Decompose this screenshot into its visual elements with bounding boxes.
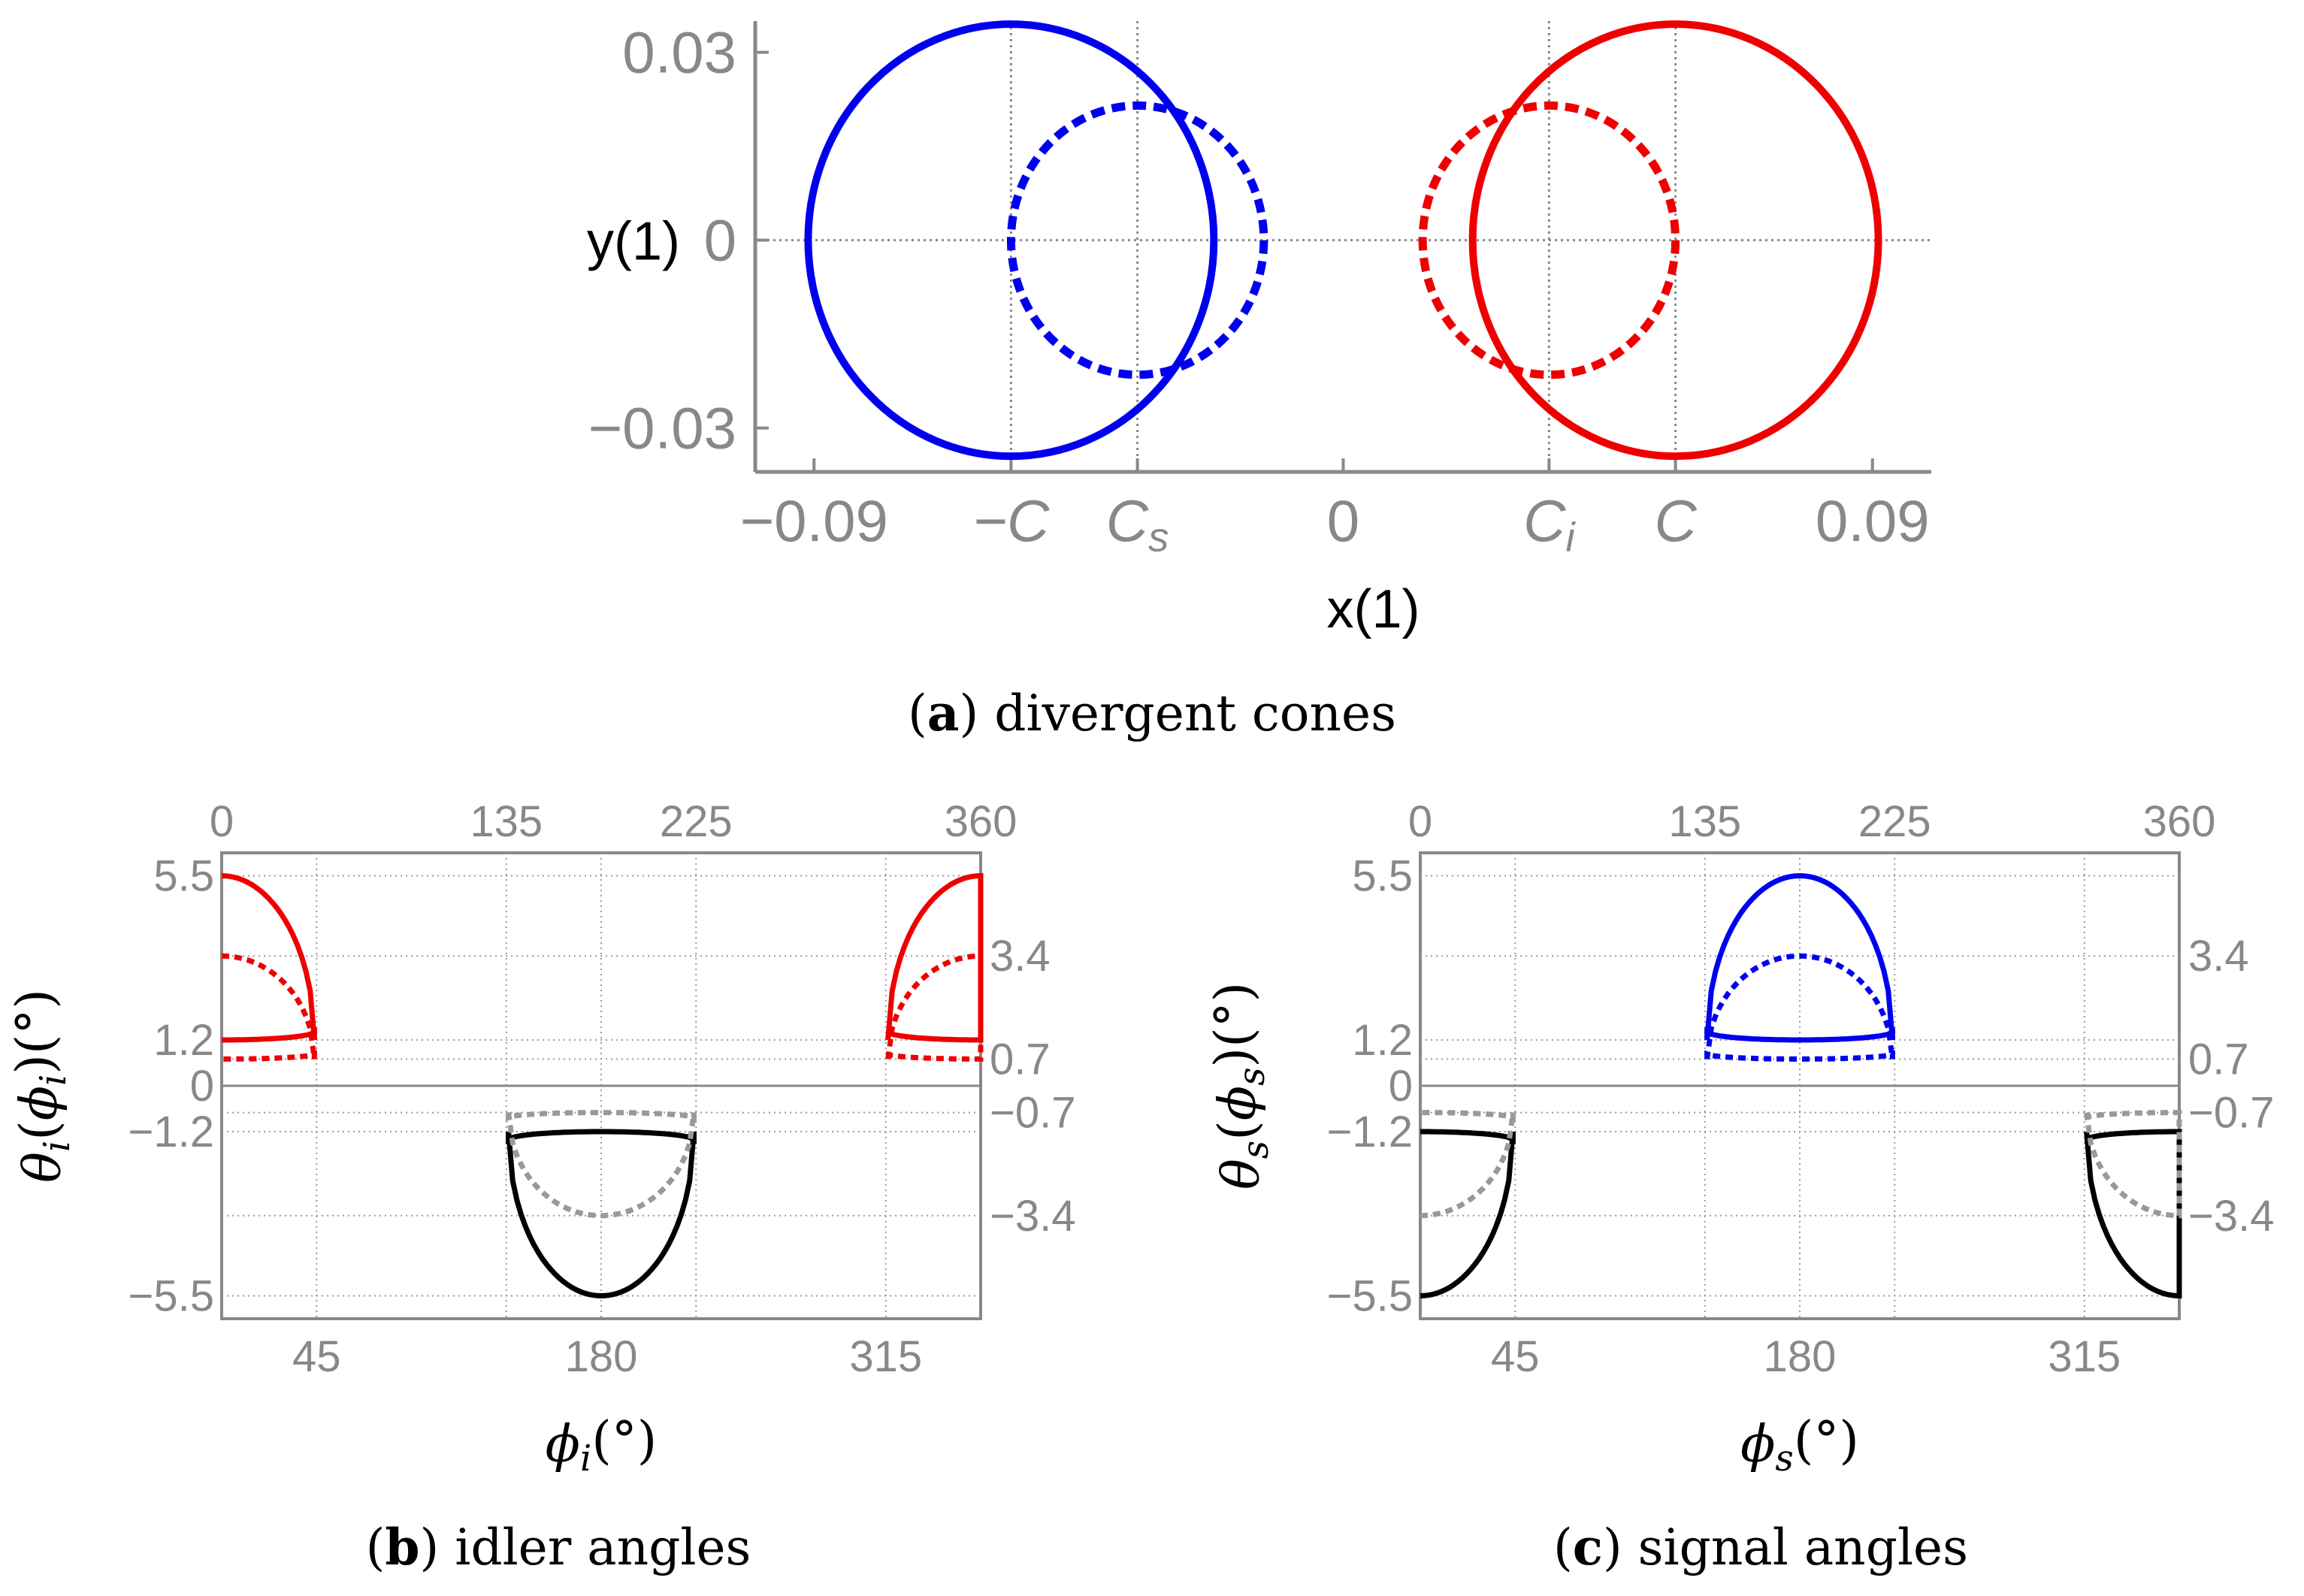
b-left-y-tick-2: 0 — [190, 1062, 214, 1111]
b-right-y-tick-0: 3.4 — [990, 932, 1051, 981]
a-x-tick-label-4: Ci — [1523, 488, 1576, 561]
c-left-y-tick-1: 1.2 — [1352, 1016, 1413, 1065]
b-right-y-tick-3: −3.4 — [990, 1192, 1076, 1241]
b-caption: (b) idler angles — [366, 1518, 751, 1576]
c-curve-1-0 — [1704, 953, 1895, 1062]
a-cone-circle-2 — [1468, 20, 1882, 461]
c-top-x-tick-0: 0 — [1408, 797, 1432, 846]
c-curve-3-1 — [2084, 1110, 2182, 1219]
b-right-y-tick-2: −0.7 — [990, 1089, 1076, 1138]
c-curve-2-1 — [2084, 1129, 2182, 1299]
b-top-x-tick-3: 360 — [945, 797, 1017, 846]
c-right-y-tick-3: −3.4 — [2188, 1192, 2275, 1241]
b-bottom-x-tick-2: 315 — [849, 1332, 922, 1381]
c-bottom-x-tick-0: 45 — [1491, 1332, 1540, 1381]
b-left-y-tick-3: −1.2 — [129, 1108, 215, 1156]
b-bottom-x-tick-1: 180 — [565, 1332, 638, 1381]
b-left-y-tick-1: 1.2 — [153, 1016, 214, 1065]
b-curve-0-0 — [221, 873, 317, 1043]
a-x-tick-label-5: C — [1654, 488, 1697, 554]
c-curve-3-0 — [1420, 1110, 1516, 1219]
c-x-axis-label: ϕs(°) — [1740, 1411, 1859, 1480]
c-y-axis-label: θs(ϕs)(°) — [1205, 982, 1277, 1189]
c-top-x-tick-3: 360 — [2143, 797, 2216, 846]
b-curve-2-0 — [506, 1129, 697, 1299]
c-bottom-x-tick-1: 180 — [1764, 1332, 1837, 1381]
b-bottom-x-tick-0: 45 — [292, 1332, 341, 1381]
b-left-y-tick-4: −5.5 — [129, 1272, 215, 1321]
b-x-axis-label: ϕi(°) — [546, 1411, 658, 1480]
a-cone-circle-0 — [804, 20, 1218, 461]
c-top-x-tick-2: 225 — [1858, 797, 1931, 846]
a-x-tick-label-2: Cs — [1106, 488, 1169, 561]
a-y-tick-label-2: −0.03 — [588, 395, 736, 461]
b-top-x-tick-0: 0 — [210, 797, 234, 846]
c-left-y-tick-4: −5.5 — [1327, 1272, 1414, 1321]
a-cone-circle-1 — [1006, 101, 1268, 379]
c-left-y-tick-0: 5.5 — [1352, 851, 1413, 900]
a-caption: (a) divergent cones — [908, 684, 1396, 742]
b-left-y-tick-0: 5.5 — [153, 851, 214, 900]
c-bottom-x-tick-2: 315 — [2048, 1332, 2121, 1381]
c-right-y-tick-2: −0.7 — [2188, 1089, 2275, 1138]
b-curve-0-1 — [885, 872, 984, 1043]
c-right-y-tick-0: 3.4 — [2188, 932, 2249, 981]
a-cone-circle-3 — [1418, 101, 1680, 379]
c-curve-2-0 — [1420, 1129, 1516, 1298]
b-top-x-tick-1: 135 — [470, 797, 543, 846]
a-x-tick-label-0: −0.09 — [740, 488, 888, 554]
b-curve-3-0 — [506, 1110, 697, 1219]
c-left-y-tick-3: −1.2 — [1327, 1108, 1414, 1156]
c-left-y-tick-2: 0 — [1389, 1062, 1413, 1111]
a-y-axis-label: y(1) — [587, 212, 680, 272]
b-curve-1-1 — [885, 953, 984, 1062]
panel-a-divergent-cones: −0.09 −C Cs 0 Ci C 0.09 0.03 0 −0.03 x(1) y(1) (a) d… — [587, 20, 1931, 742]
a-x-tick-label-3: 0 — [1327, 488, 1359, 554]
c-caption: (c) signal angles — [1553, 1518, 1968, 1576]
b-y-axis-label: θi(ϕi)(°) — [6, 989, 78, 1183]
a-x-axis-label: x(1) — [1327, 579, 1420, 639]
c-right-y-tick-1: 0.7 — [2188, 1035, 2249, 1084]
a-x-tick-label-1: −C — [972, 488, 1050, 554]
b-right-y-tick-1: 0.7 — [990, 1035, 1051, 1084]
c-curve-0-0 — [1704, 872, 1895, 1043]
a-y-tick-label-0: 0.03 — [622, 20, 736, 86]
b-curve-1-0 — [221, 953, 317, 1062]
a-y-tick-label-1: 0 — [704, 207, 736, 274]
b-top-x-tick-2: 225 — [660, 797, 733, 846]
c-top-x-tick-1: 135 — [1668, 797, 1741, 846]
a-x-tick-label-6: 0.09 — [1816, 488, 1930, 554]
